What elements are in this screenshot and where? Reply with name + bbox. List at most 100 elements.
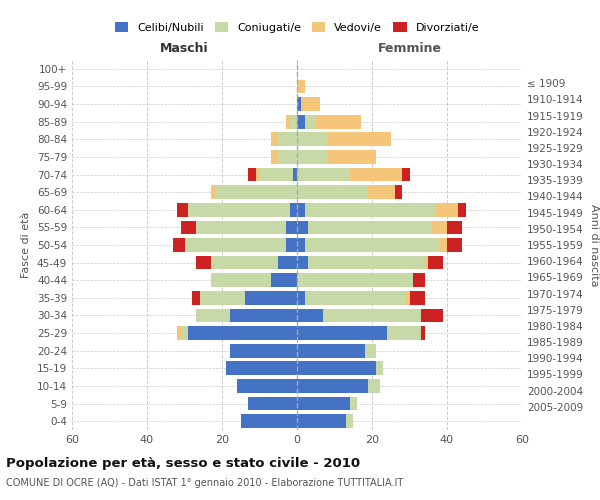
Bar (439, 238, 447, 252)
Bar (297, 344, 365, 358)
Bar (425, 256, 428, 270)
Bar (297, 362, 376, 375)
Bar (327, 150, 376, 164)
Bar (346, 414, 353, 428)
Bar (256, 168, 260, 181)
Bar (181, 326, 188, 340)
Bar (376, 362, 383, 375)
Text: Popolazione per età, sesso e stato civile - 2010: Popolazione per età, sesso e stato civil… (6, 458, 360, 470)
Bar (297, 414, 346, 428)
Bar (447, 220, 462, 234)
Bar (196, 220, 286, 234)
Bar (177, 203, 188, 216)
Bar (305, 203, 436, 216)
Bar (421, 308, 443, 322)
Bar (199, 291, 245, 304)
Bar (297, 150, 327, 164)
Bar (271, 132, 278, 146)
Bar (297, 326, 387, 340)
Bar (286, 220, 297, 234)
Bar (278, 256, 297, 270)
Bar (278, 150, 297, 164)
Bar (297, 115, 305, 128)
Y-axis label: Fasce di età: Fasce di età (22, 212, 31, 278)
Bar (260, 168, 293, 181)
Bar (271, 274, 297, 287)
Bar (196, 256, 211, 270)
Bar (271, 150, 278, 164)
Bar (297, 291, 305, 304)
Bar (297, 97, 301, 111)
Bar (297, 308, 323, 322)
Text: COMUNE DI OCRE (AQ) - Dati ISTAT 1° gennaio 2010 - Elaborazione TUTTITALIA.IT: COMUNE DI OCRE (AQ) - Dati ISTAT 1° genn… (6, 478, 403, 488)
Bar (406, 291, 409, 304)
Bar (229, 344, 297, 358)
Bar (368, 379, 380, 393)
Bar (248, 396, 297, 410)
Bar (436, 203, 458, 216)
Bar (211, 274, 271, 287)
Bar (290, 203, 297, 216)
Bar (305, 115, 316, 128)
Bar (458, 203, 466, 216)
Bar (192, 291, 199, 304)
Bar (293, 168, 297, 181)
Bar (368, 186, 395, 199)
Bar (211, 256, 278, 270)
Bar (278, 132, 297, 146)
Text: Maschi: Maschi (160, 42, 209, 54)
Bar (365, 344, 376, 358)
Bar (413, 274, 425, 287)
Bar (226, 362, 297, 375)
Bar (409, 291, 425, 304)
Bar (297, 379, 368, 393)
Bar (447, 238, 462, 252)
Legend: Celibi/Nubili, Coniugati/e, Vedovi/e, Divorziati/e: Celibi/Nubili, Coniugati/e, Vedovi/e, Di… (110, 18, 484, 37)
Bar (290, 115, 297, 128)
Bar (327, 132, 391, 146)
Bar (245, 291, 297, 304)
Bar (297, 274, 413, 287)
Bar (215, 186, 297, 199)
Bar (177, 326, 181, 340)
Bar (297, 396, 349, 410)
Bar (297, 220, 308, 234)
Bar (395, 186, 402, 199)
Bar (286, 115, 290, 128)
Bar (323, 308, 421, 322)
Bar (297, 238, 305, 252)
Bar (301, 97, 320, 111)
Bar (181, 220, 196, 234)
Bar (248, 168, 256, 181)
Bar (305, 238, 439, 252)
Bar (173, 238, 185, 252)
Bar (305, 291, 406, 304)
Bar (308, 220, 432, 234)
Bar (349, 168, 402, 181)
Bar (402, 168, 409, 181)
Bar (349, 396, 357, 410)
Bar (297, 186, 368, 199)
Bar (297, 80, 305, 94)
Bar (421, 326, 425, 340)
Bar (237, 379, 297, 393)
Bar (297, 132, 327, 146)
Bar (387, 326, 421, 340)
Bar (196, 308, 229, 322)
Text: Femmine: Femmine (377, 42, 442, 54)
Bar (241, 414, 297, 428)
Bar (211, 186, 215, 199)
Bar (286, 238, 297, 252)
Bar (428, 256, 443, 270)
Bar (297, 256, 308, 270)
Bar (188, 326, 297, 340)
Bar (432, 220, 447, 234)
Bar (185, 238, 286, 252)
Bar (297, 168, 349, 181)
Bar (188, 203, 290, 216)
Bar (316, 115, 361, 128)
Y-axis label: Anni di nascita: Anni di nascita (589, 204, 599, 286)
Bar (297, 203, 305, 216)
Bar (229, 308, 297, 322)
Bar (308, 256, 425, 270)
